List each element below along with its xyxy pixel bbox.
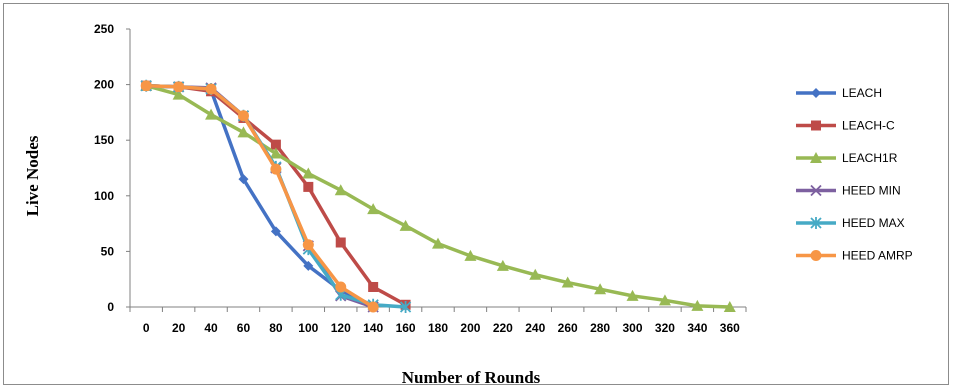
axes — [129, 29, 746, 308]
data-point-leach1r — [334, 184, 347, 196]
legend-swatch-marker — [811, 120, 821, 131]
x-tick-label: 80 — [269, 321, 283, 335]
chart-frame — [3, 3, 949, 385]
series-line-leach — [146, 83, 374, 308]
data-point-heed-max — [399, 301, 412, 313]
y-tick-label: 200 — [94, 78, 114, 92]
series-line-heed-max — [146, 83, 406, 309]
series-heed-min — [140, 80, 379, 313]
y-tick-label: 100 — [94, 189, 114, 203]
series-line-leach1r — [145, 84, 730, 309]
series-line-heed-amrp — [146, 83, 375, 309]
x-tick-label: 100 — [298, 321, 318, 335]
data-point-leach1r — [723, 301, 736, 312]
data-point-heed-amrp — [205, 83, 217, 95]
x-axis-title: Number of Rounds — [402, 368, 541, 387]
legend-swatch-marker — [810, 184, 822, 197]
x-ticks: 0 20 40 60 80 100 120 140 160 180 200 220 240 260 280 3… — [129, 307, 747, 335]
data-point-heed-amrp — [140, 80, 152, 92]
legend-label: LEACH-C — [842, 119, 895, 133]
data-point-heed-amrp — [270, 163, 282, 175]
x-tick-label: 360 — [720, 321, 740, 335]
data-point-leach1r — [658, 294, 671, 306]
series-leach1r — [140, 79, 736, 312]
data-point-leach-c — [303, 181, 314, 192]
legend-item-leach1r: LEACH1R — [796, 151, 898, 165]
y-tick-label: 50 — [101, 244, 115, 258]
x-tick-label: 180 — [428, 321, 448, 335]
data-point-heed-amrp — [302, 239, 314, 251]
series-group — [140, 79, 736, 313]
y-tick-label: 150 — [94, 133, 114, 147]
data-point-leach1r — [594, 283, 607, 295]
y-tick-label: 250 — [94, 22, 114, 36]
legend-swatch-marker — [810, 152, 822, 163]
series-heed-amrp — [140, 80, 379, 313]
legend-item-leach: LEACH — [796, 86, 882, 100]
data-point-leach1r — [464, 249, 477, 261]
data-point-leach1r — [432, 237, 444, 249]
data-point-leach — [303, 260, 314, 271]
x-tick-label: 340 — [687, 321, 707, 335]
data-point-leach1r — [302, 167, 315, 179]
legend-item-heed-max: HEED MAX — [796, 216, 905, 230]
series-line-heed-min — [146, 83, 374, 309]
legend: LEACH LEACH-C LEACH1R HEED MIN HEED MAX HEED … — [796, 86, 913, 263]
series-leach-c — [141, 80, 411, 310]
data-point-leach1r — [496, 259, 509, 271]
x-tick-label: 20 — [172, 321, 186, 335]
data-point-leach1r — [269, 147, 282, 159]
data-point-heed-amrp — [335, 281, 347, 293]
y-tick-label: 0 — [107, 300, 114, 314]
x-tick-label: 320 — [655, 321, 675, 335]
data-point-leach1r — [237, 126, 250, 138]
x-tick-label: 160 — [396, 321, 416, 335]
data-point-leach1r — [205, 108, 218, 120]
data-point-heed-amrp — [367, 301, 379, 313]
data-point-leach — [270, 226, 281, 237]
data-point-leach1r — [561, 276, 574, 288]
data-point-leach-c — [368, 281, 379, 292]
y-ticks: 0 50 100 150 200 250 — [94, 22, 130, 314]
data-point-heed-amrp — [173, 81, 185, 93]
x-tick-label: 40 — [204, 321, 218, 335]
data-point-leach-c — [335, 237, 346, 248]
x-tick-label: 140 — [363, 321, 383, 335]
series-leach — [141, 80, 379, 311]
data-point-heed-amrp — [237, 110, 249, 122]
x-tick-label: 60 — [237, 321, 251, 335]
legend-label: LEACH — [842, 86, 882, 100]
x-tick-label: 240 — [525, 321, 545, 335]
series-line-leach-c — [146, 83, 407, 307]
data-point-leach1r — [367, 203, 380, 215]
legend-swatch-marker — [810, 217, 822, 229]
legend-label: LEACH1R — [842, 151, 898, 165]
x-tick-label: 300 — [623, 321, 643, 335]
data-point-leach1r — [691, 299, 704, 311]
x-tick-label: 280 — [590, 321, 610, 335]
legend-item-leach-c: LEACH-C — [796, 119, 895, 133]
y-axis-title: Live Nodes — [23, 135, 42, 216]
data-point-leach1r — [172, 88, 185, 100]
series-heed-max — [140, 79, 412, 313]
legend-swatch-marker — [811, 88, 821, 98]
data-point-leach1r — [626, 289, 639, 301]
legend-label: HEED MIN — [842, 184, 901, 198]
data-point-leach1r — [529, 268, 542, 280]
x-tick-label: 220 — [493, 321, 513, 335]
legend-swatch-marker — [810, 250, 822, 261]
x-tick-label: 260 — [558, 321, 578, 335]
data-point-leach-c — [270, 139, 281, 150]
x-tick-label: 200 — [460, 321, 480, 335]
legend-item-heed-amrp: HEED AMRP — [796, 249, 913, 263]
legend-label: HEED MAX — [842, 216, 905, 230]
legend-label: HEED AMRP — [842, 249, 913, 263]
data-point-leach1r — [399, 219, 412, 231]
x-tick-label: 120 — [331, 321, 351, 335]
data-point-leach — [238, 174, 249, 185]
x-tick-label: 0 — [143, 321, 150, 335]
legend-item-heed-min: HEED MIN — [796, 184, 901, 198]
